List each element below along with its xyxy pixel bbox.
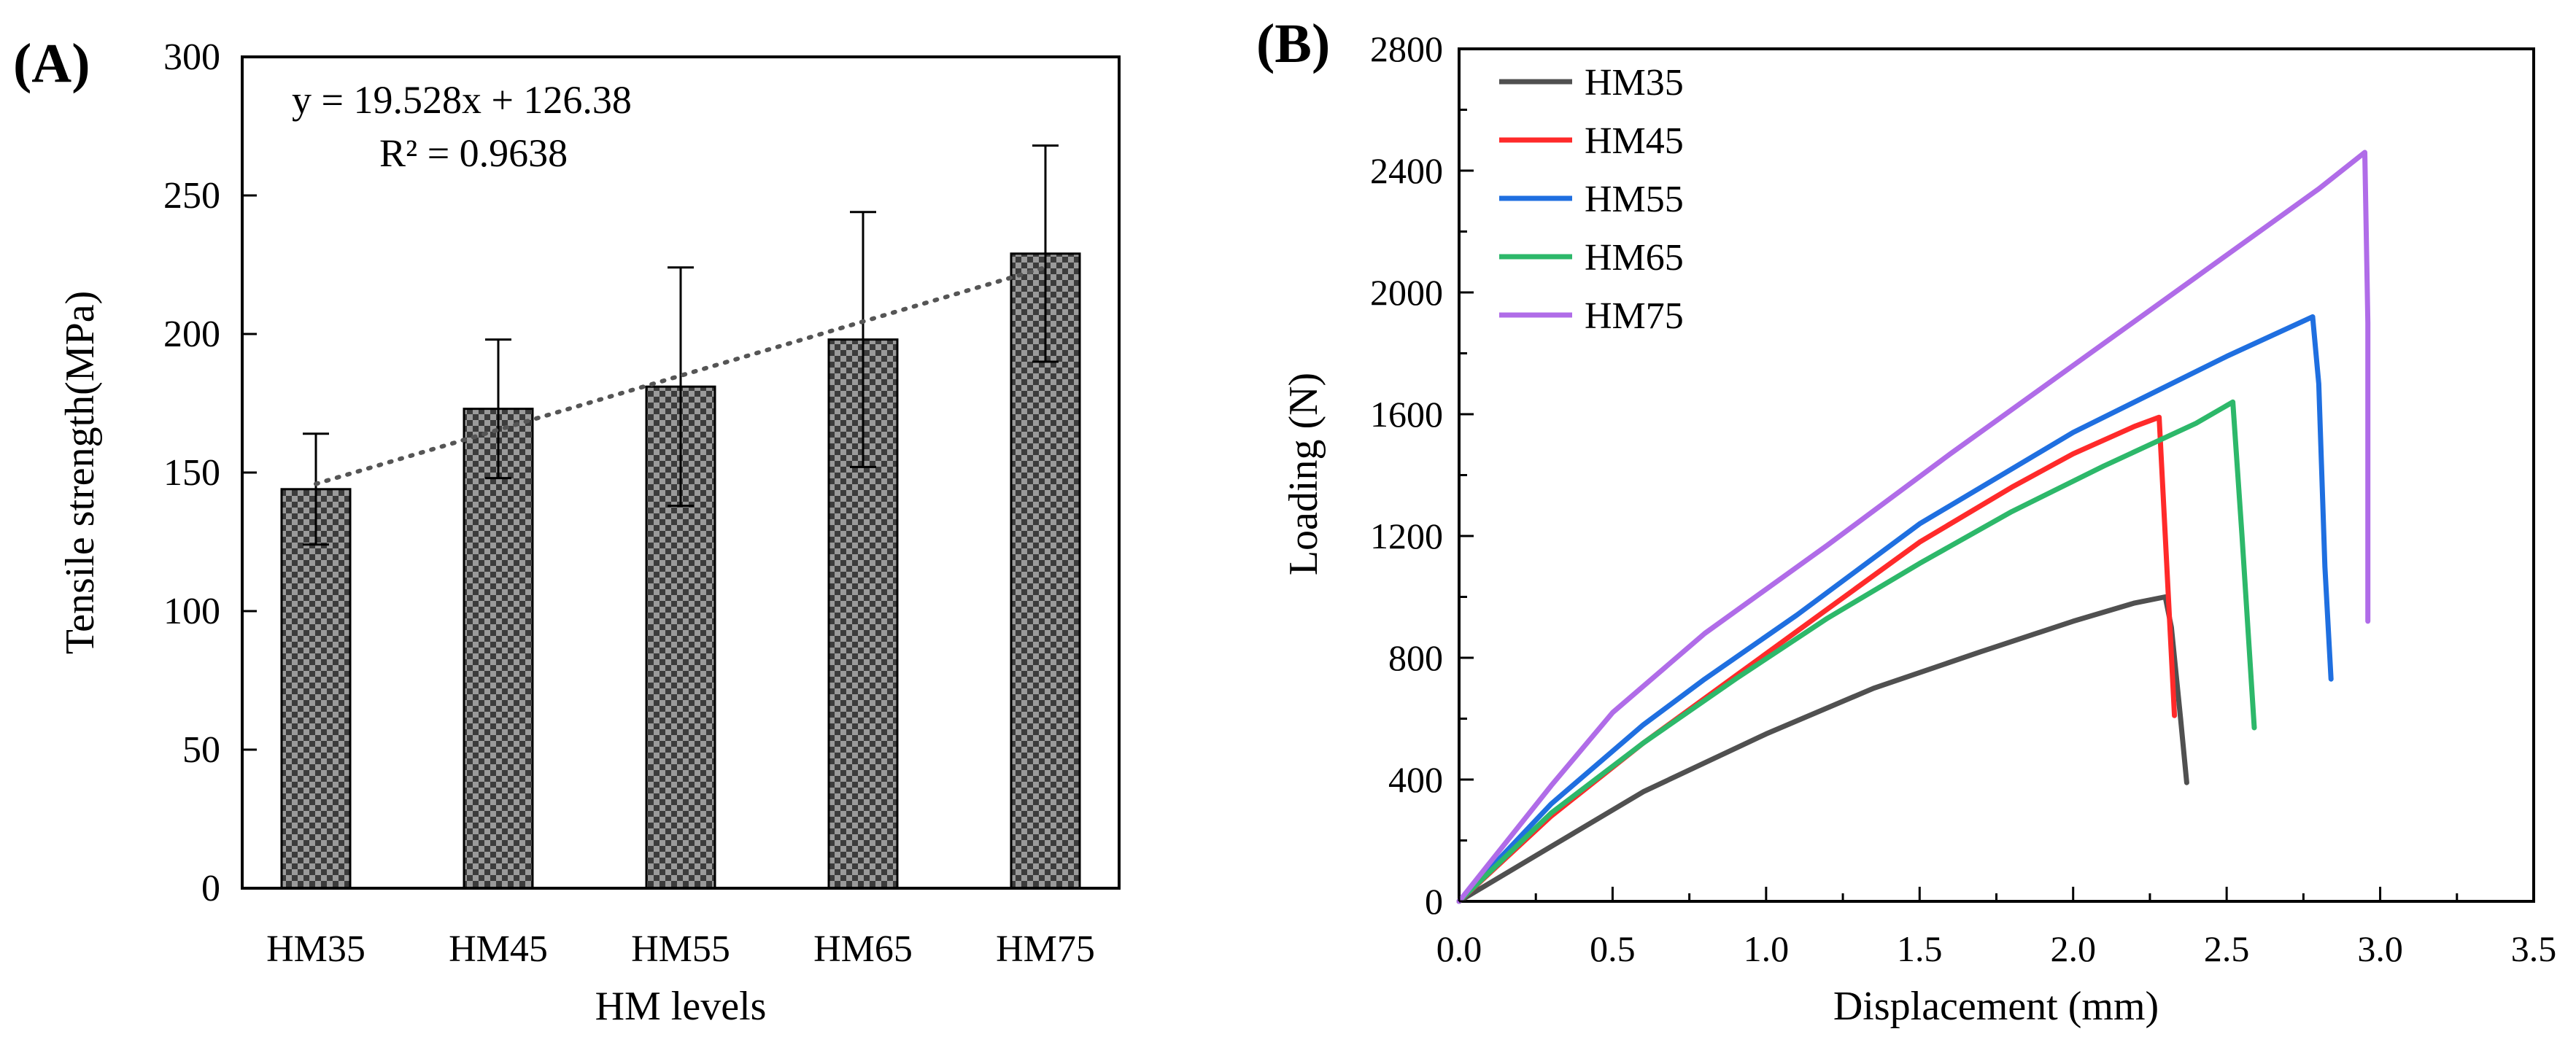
x-tick-label-b: 3.5 (2511, 928, 2557, 969)
x-axis-label-b: Displacement (mm) (1833, 984, 2159, 1029)
y-tick-label-b: 400 (1388, 759, 1443, 800)
legend-label-HM65: HM65 (1585, 237, 1684, 279)
error-bar-group-a (303, 144, 1059, 546)
y-tick-label-a: 0 (201, 868, 220, 909)
trendline-equation: y = 19.528x + 126.38 (292, 78, 632, 122)
series-group-b (1456, 149, 2371, 904)
x-tick-label-b: 0.5 (1590, 928, 1636, 969)
y-axis-a: 0 50 100 150 200 250 300 (163, 36, 257, 909)
x-tick-label-b: 3.0 (2357, 928, 2403, 969)
plot-frame-b (1458, 47, 2535, 903)
legend-label-HM45: HM45 (1585, 120, 1684, 162)
y-tick-label-b: 2400 (1370, 150, 1443, 191)
x-tick-label-a: HM75 (996, 928, 1095, 970)
y-tick-label-b: 2800 (1370, 28, 1443, 69)
series-line-HM35 (1456, 594, 2189, 904)
chart-b: (B) 0 400 800 1200 1600 2000 2400 2800 0.0 0.5 1.… (1256, 13, 2556, 1029)
y-tick-label-a: 250 (163, 175, 220, 217)
series-line-HM55 (1456, 314, 2334, 904)
y-tick-label-a: 300 (163, 36, 220, 78)
x-tick-label-b: 1.5 (1897, 928, 1943, 969)
legend-label-HM75: HM75 (1585, 295, 1684, 337)
y-tick-label-a: 100 (163, 591, 220, 632)
y-axis-label-a: Tensile strength(MPa) (58, 291, 103, 654)
y-tick-label-a: 150 (163, 452, 220, 494)
y-tick-label-b: 800 (1388, 637, 1443, 678)
y-axis-label-b: Loading (N) (1281, 373, 1326, 575)
x-axis-label-a: HM levels (595, 984, 767, 1029)
x-tick-label-b: 1.0 (1744, 928, 1790, 969)
legend-label-HM35: HM35 (1585, 62, 1684, 104)
y-tick-label-b: 1600 (1370, 394, 1443, 435)
y-tick-label-a: 50 (182, 729, 220, 771)
x-tick-label-b: 2.5 (2204, 928, 2250, 969)
x-tick-label-b: 2.0 (2050, 928, 2096, 969)
y-tick-label-a: 200 (163, 314, 220, 355)
x-tick-label-a: HM55 (631, 928, 730, 970)
trendline (314, 265, 1048, 486)
x-tick-label-a: HM45 (449, 928, 548, 970)
y-tick-label-b: 2000 (1370, 272, 1443, 313)
series-line-HM65 (1456, 399, 2257, 904)
x-tick-label-b: 0.0 (1436, 928, 1482, 969)
y-tick-label-b: 0 (1425, 881, 1443, 922)
y-axis-b: 0 400 800 1200 1600 2000 2400 2800 (1370, 28, 1474, 922)
bar-HM35 (280, 488, 352, 890)
y-tick-label-b: 1200 (1370, 516, 1443, 556)
x-tick-label-a: HM65 (813, 928, 913, 970)
r-squared-label: R² = 0.9638 (379, 131, 568, 175)
legend-b: HM35 HM45 HM55 HM65 HM75 (1499, 62, 1684, 337)
panel-label-a: (A) (13, 33, 90, 94)
series-line-HM75 (1456, 149, 2371, 904)
legend-label-HM55: HM55 (1585, 179, 1684, 220)
series-line-HM45 (1456, 414, 2178, 904)
panel-label-b: (B) (1256, 13, 1330, 74)
x-axis-a: HM35 HM45 HM55 HM65 HM75 (266, 928, 1095, 970)
x-tick-label-a: HM35 (266, 928, 365, 970)
bar-HM65 (827, 338, 899, 890)
bar-HM45 (463, 408, 534, 890)
x-axis-b: 0.0 0.5 1.0 1.5 2.0 2.5 3.0 3.5 (1436, 887, 2557, 969)
